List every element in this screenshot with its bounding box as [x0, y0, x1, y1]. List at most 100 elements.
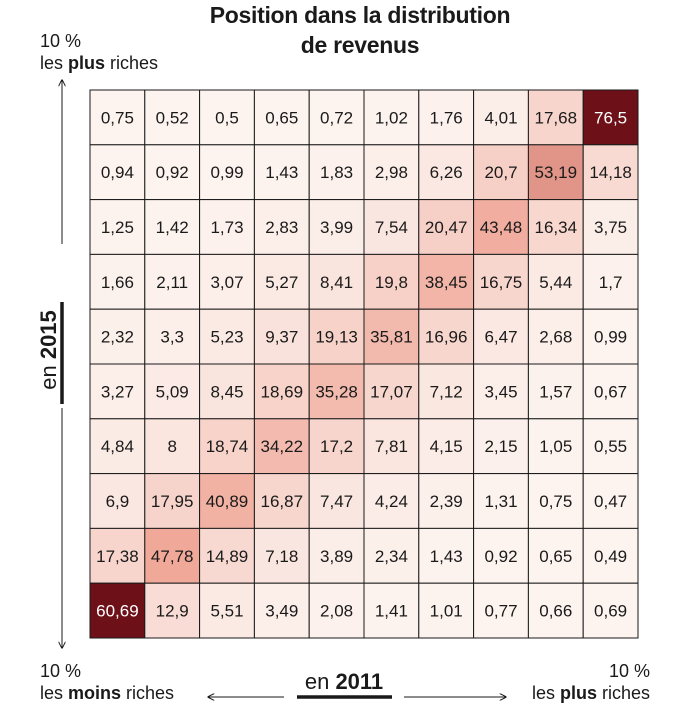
heatmap-cell-label-r0-c6: 1,76 — [430, 108, 463, 127]
heatmap-cell-label-r6-c7: 2,15 — [484, 437, 517, 456]
heatmap-cell-r4-c4 — [308, 308, 365, 365]
x-axis-label-prefix: en — [305, 669, 329, 694]
y-axis-label-prefix: en — [36, 365, 61, 389]
heatmap-cell-label-r7-c4: 7,47 — [320, 492, 353, 511]
bottom-left-label-post: riches — [121, 683, 175, 703]
heatmap-cell-r6-c5 — [363, 418, 420, 475]
heatmap-cell-label-r5-c6: 7,12 — [430, 382, 463, 401]
bottom-left-label-line-1: 10 % — [40, 661, 82, 681]
heatmap-cell-label-r5-c0: 3,27 — [101, 382, 134, 401]
heatmap-cell-r6-c1 — [144, 418, 201, 475]
bottom-right-label-bold: plus — [559, 683, 597, 703]
heatmap-cell-label-r9-c2: 5,51 — [210, 602, 243, 621]
heatmap-cell-r1-c8 — [527, 144, 584, 201]
heatmap-cell-r7-c0 — [89, 473, 146, 529]
bottom-right-label-line-1: 10 % — [608, 661, 650, 681]
heatmap-cell-r7-c9 — [582, 473, 639, 529]
heatmap-cell-r5-c8 — [527, 363, 584, 420]
heatmap-cell-label-r1-c0: 0,94 — [101, 163, 134, 182]
heatmap-cell-label-r6-c5: 7,81 — [375, 437, 408, 456]
heatmap-cell-label-r7-c1: 17,95 — [151, 492, 194, 511]
heatmap-cell-label-r2-c7: 43,48 — [480, 218, 523, 237]
heatmap-cell-r6-c6 — [418, 418, 475, 475]
bottom-right-label-pre: les — [531, 683, 560, 703]
heatmap-cell-label-r9-c7: 0,77 — [484, 602, 517, 621]
heatmap-cell-label-r9-c8: 0,66 — [539, 602, 572, 621]
heatmap-cell-r4-c0 — [89, 308, 146, 365]
heatmap-cell-label-r6-c6: 4,15 — [430, 437, 463, 456]
heatmap-cell-label-r0-c9: 76,5 — [594, 108, 627, 127]
heatmap-cell-r6-c8 — [527, 418, 584, 475]
heatmap-cell-label-r8-c9: 0,49 — [594, 547, 627, 566]
heatmap-cell-label-r6-c3: 34,22 — [261, 437, 304, 456]
heatmap-cell-label-r4-c1: 3,3 — [160, 328, 184, 347]
heatmap-cell-label-r4-c2: 5,23 — [210, 328, 243, 347]
heatmap-cell-label-r0-c7: 4,01 — [484, 108, 517, 127]
heatmap-cell-r8-c9 — [582, 527, 639, 584]
heatmap-cell-r6-c4 — [308, 418, 365, 475]
heatmap-cell-label-r0-c3: 0,65 — [265, 108, 298, 127]
heatmap-cell-r0-c5 — [363, 89, 420, 146]
heatmap-cell-r1-c1 — [144, 144, 201, 201]
heatmap-cell-r5-c5 — [363, 363, 420, 420]
heatmap-cell-label-r4-c6: 16,96 — [425, 328, 468, 347]
heatmap-cell-r3-c1 — [144, 253, 201, 310]
heatmap-cell-label-r7-c0: 6,9 — [106, 492, 130, 511]
heatmap-cell-r2-c7 — [473, 199, 529, 255]
bottom-left-label: 10 % les moins riches — [40, 660, 174, 704]
heatmap-cell-r9-c8 — [527, 582, 584, 639]
bottom-left-label-line-2: les moins riches — [40, 682, 174, 704]
heatmap-cell-label-r6-c2: 18,74 — [206, 437, 249, 456]
heatmap-cell-r7-c2 — [199, 473, 255, 529]
heatmap-cell-label-r9-c3: 3,49 — [265, 602, 298, 621]
heatmap-cell-label-r5-c7: 3,45 — [484, 382, 517, 401]
heatmap-cell-label-r8-c5: 2,34 — [375, 547, 408, 566]
heatmap-cell-r4-c1 — [144, 308, 201, 365]
heatmap-cell-label-r9-c4: 2,08 — [320, 602, 353, 621]
heatmap-cell-r3-c0 — [89, 253, 146, 310]
heatmap-cell-label-r9-c1: 12,9 — [156, 602, 189, 621]
heatmap-cell-r5-c9 — [582, 363, 639, 420]
heatmap-cell-label-r3-c7: 16,75 — [480, 273, 523, 292]
heatmap-cell-r5-c7 — [473, 363, 529, 420]
heatmap-cells: 0,75 0,52 0,5 0,65 0,72 1,02 1,76 4,01 17,68 76,5… — [89, 89, 639, 639]
heatmap-cell-label-r3-c3: 5,27 — [265, 273, 298, 292]
heatmap-cell-label-r5-c5: 17,07 — [370, 382, 413, 401]
heatmap-cell-r8-c7 — [473, 527, 529, 584]
heatmap-cell-label-r7-c5: 4,24 — [375, 492, 408, 511]
x-axis-label-year: 2011 — [335, 669, 383, 694]
heatmap-cell-label-r3-c6: 38,45 — [425, 273, 468, 292]
heatmap-cell-r4-c2 — [199, 308, 255, 365]
heatmap-cell-label-r0-c1: 0,52 — [156, 108, 189, 127]
heatmap-cell-r5-c0 — [89, 363, 146, 420]
heatmap-cell-label-r2-c5: 7,54 — [375, 218, 408, 237]
heatmap-cell-label-r4-c9: 0,99 — [594, 328, 627, 347]
heatmap-cell-r8-c6 — [418, 527, 475, 584]
heatmap-cell-label-r3-c8: 5,44 — [539, 273, 572, 292]
top-left-label-line-1: 10 % — [40, 31, 82, 51]
x-label-background — [284, 665, 404, 701]
heatmap-cell-r8-c8 — [527, 527, 584, 584]
heatmap-cell-r9-c3 — [253, 582, 310, 639]
heatmap-cell-label-r8-c6: 1,43 — [430, 547, 463, 566]
heatmap-cell-r1-c9 — [582, 144, 639, 201]
heatmap-cell-label-r8-c0: 17,38 — [96, 547, 139, 566]
heatmap-cell-label-r5-c9: 0,67 — [594, 382, 627, 401]
heatmap-cell-r3-c6 — [418, 253, 475, 310]
heatmap-cell-r4-c6 — [418, 308, 475, 365]
heatmap-cell-label-r4-c5: 35,81 — [370, 328, 413, 347]
top-left-label-line-2: les plus riches — [40, 52, 158, 74]
heatmap-cell-r9-c5 — [363, 582, 420, 639]
heatmap-cell-label-r1-c4: 1,83 — [320, 163, 353, 182]
heatmap-cell-r1-c4 — [308, 144, 365, 201]
heatmap-cell-label-r6-c4: 17,2 — [320, 437, 353, 456]
heatmap-cell-r7-c6 — [418, 473, 475, 529]
heatmap-cell-label-r4-c3: 9,37 — [265, 328, 298, 347]
heatmap-cell-r0-c9 — [582, 89, 639, 146]
bottom-right-label-line-2: les plus riches — [532, 682, 650, 704]
x-axis-label: en 2011 — [305, 669, 383, 694]
heatmap-cell-label-r8-c3: 7,18 — [265, 547, 298, 566]
heatmap-cell-label-r1-c8: 53,19 — [535, 163, 578, 182]
heatmap-cell-label-r7-c2: 40,89 — [206, 492, 249, 511]
heatmap-cell-r1-c0 — [89, 144, 146, 201]
